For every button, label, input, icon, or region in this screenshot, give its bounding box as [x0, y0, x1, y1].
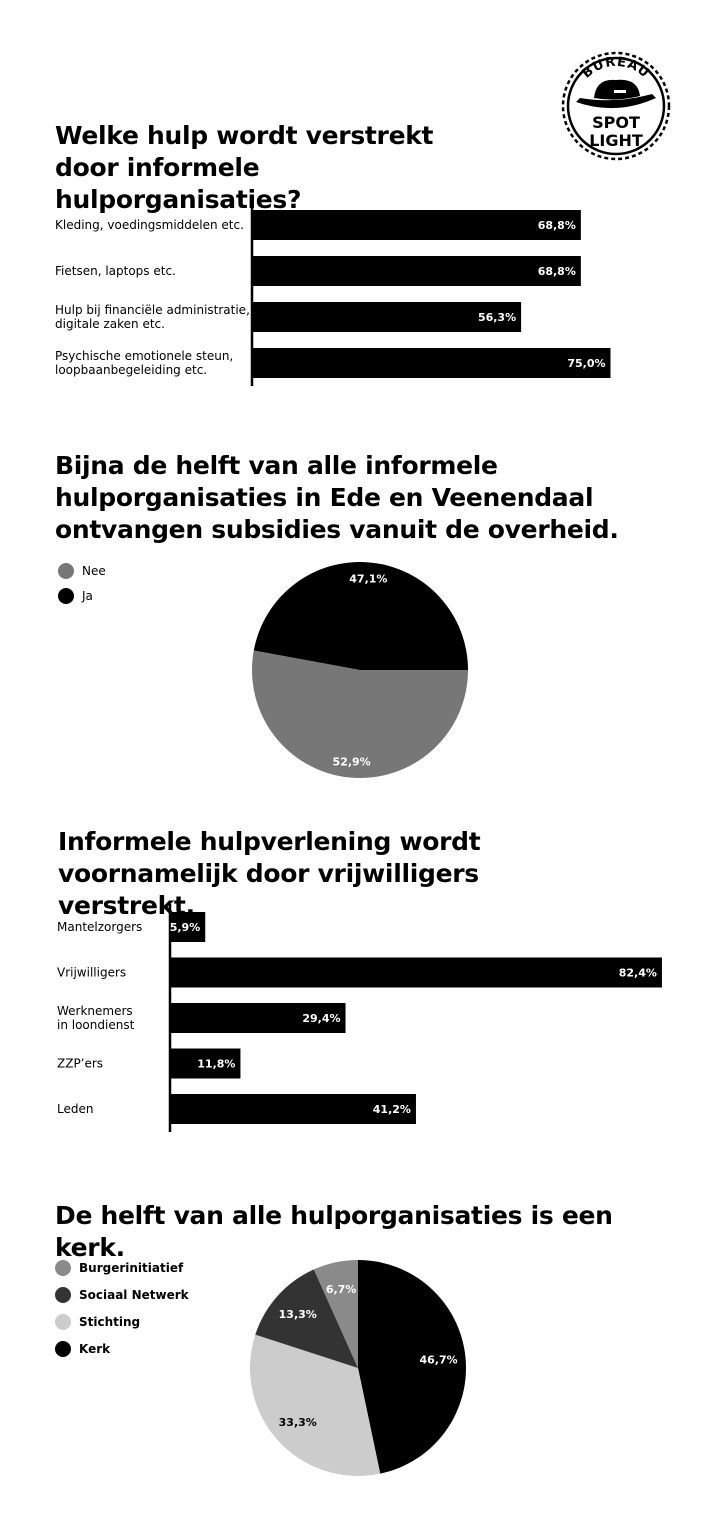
chart4-legend-label: Sociaal Netwerk [79, 1288, 190, 1302]
chart2-slice-ja [253, 561, 468, 670]
chart1-category-label: Fietsen, laptops etc. [55, 264, 176, 278]
chart2-legend-swatch [58, 563, 74, 579]
logo-line1: SPOT [592, 113, 640, 132]
chart3-bar-value: 41,2% [373, 1103, 411, 1116]
chart2-slice-label: 52,9% [333, 755, 371, 768]
chart1-category-label: Psychische emotionele steun, [55, 349, 233, 363]
chart3-bar-value: 5,9% [170, 921, 201, 934]
chart1-bar [252, 256, 581, 286]
chart1-bar-chart: 68,8% Kleding, voedingsmiddelen etc. 68,8%… [55, 202, 611, 386]
chart4-legend-swatch [55, 1341, 71, 1357]
hat-crown-icon [594, 79, 640, 100]
chart1-category-label: digitale zaken etc. [55, 317, 165, 331]
chart4-slice-sociaal-netwerk [255, 1269, 358, 1368]
chart4-slice-label: 6,7% [326, 1283, 357, 1296]
chart1-title: Welke hulp wordt verstrekt door informel… [55, 121, 434, 214]
logo-line2: LIGHT [589, 131, 643, 150]
chart3-title: Informele hulpverlening wordt voornameli… [58, 827, 481, 920]
chart3-bar-value: 29,4% [302, 1012, 340, 1025]
chart1-bar [252, 210, 581, 240]
chart3-category-label: Werknemers [57, 1004, 133, 1018]
chart3-category-label: ZZP’ers [57, 1057, 103, 1071]
chart4-title: De helft van alle hulporganisaties is ee… [55, 1201, 613, 1262]
chart1-category-label: Kleding, voedingsmiddelen etc. [55, 218, 244, 232]
chart1-bar [252, 302, 522, 332]
chart4-slice-burgerinitiatief [313, 1260, 358, 1368]
chart2-pie-chart: 52,9% 47,1% Nee Ja [58, 561, 468, 778]
chart3-bar [170, 1094, 416, 1124]
chart3-bar [170, 912, 206, 942]
chart2-slice-label: 47,1% [349, 573, 387, 586]
chart4-legend-label: Kerk [79, 1342, 111, 1356]
chart2-legend-label: Nee [82, 564, 106, 578]
chart2-title: Bijna de helft van alle informele hulpor… [55, 451, 619, 544]
chart1-bar [252, 348, 611, 378]
chart3-category-label: Mantelzorgers [57, 920, 142, 934]
chart4-slice-label: 13,3% [279, 1308, 317, 1321]
chart4-slice-kerk [358, 1260, 466, 1474]
chart3-category-label: in loondienst [57, 1018, 135, 1032]
chart3-bar [170, 957, 662, 988]
bureau-spotlight-logo: BUREAU SPOT LIGHT [561, 51, 671, 161]
hat-brim-icon [576, 94, 656, 109]
chart1-bar-value: 75,0% [567, 357, 605, 370]
chart3-bar [170, 1048, 241, 1079]
chart1-bar-value: 68,8% [538, 219, 576, 232]
chart4-legend-swatch [55, 1260, 71, 1276]
chart1-category-label: Hulp bij financiële administratie, [55, 303, 250, 317]
chart3-bar-value: 11,8% [197, 1058, 235, 1071]
chart4-pie-chart: 46,7% 33,3% 13,3% 6,7% Burgerinitiatief Socia… [55, 1260, 466, 1476]
chart4-legend-label: Burgerinitiatief [79, 1261, 184, 1275]
chart3-category-label: Leden [57, 1102, 93, 1116]
chart3-bar-chart: 5,9% Mantelzorgers 82,4% Vrijwilligers 29,4%… [57, 904, 662, 1132]
chart1-category-label: loopbaanbegeleiding etc. [55, 363, 207, 377]
chart4-slice-stichting [249, 1334, 381, 1476]
chart4-legend-swatch [55, 1314, 71, 1330]
chart3-category-label: Vrijwilligers [57, 966, 126, 980]
chart3-bar-value: 82,4% [619, 967, 657, 980]
chart1-bar-value: 56,3% [478, 311, 516, 324]
chart1-bar-value: 68,8% [538, 265, 576, 278]
chart2-slice-nee [252, 650, 468, 778]
chart4-legend-swatch [55, 1287, 71, 1303]
chart4-legend-label: Stichting [79, 1315, 140, 1329]
chart2-legend-label: Ja [81, 589, 93, 603]
chart4-slice-label: 33,3% [279, 1416, 317, 1429]
chart4-slice-label: 46,7% [419, 1354, 457, 1367]
chart3-bar [170, 1003, 346, 1033]
chart2-legend-swatch [58, 588, 74, 604]
